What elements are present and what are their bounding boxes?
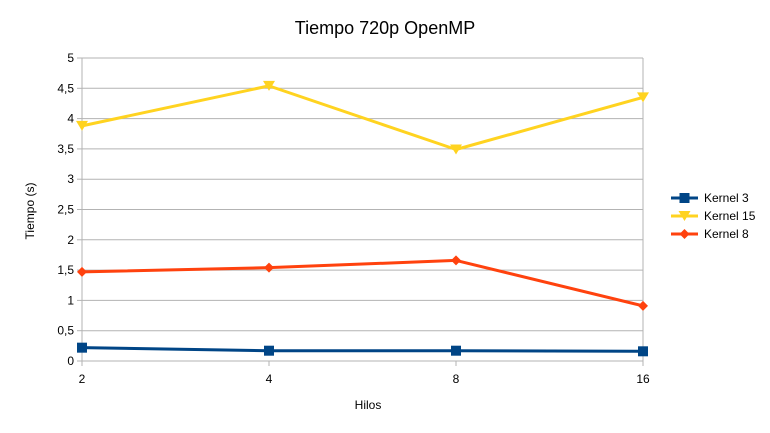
legend-label: Kernel 15 <box>704 209 756 223</box>
series-lines <box>76 80 649 357</box>
marker-diamond <box>264 262 274 273</box>
legend-label: Kernel 8 <box>704 227 749 241</box>
y-axis-label: Tiempo (s) <box>23 183 37 240</box>
gridlines <box>77 57 644 366</box>
marker-square <box>451 345 461 356</box>
x-tick-label: 2 <box>79 372 86 386</box>
y-tick-label: 3,5 <box>57 142 74 156</box>
marker-triangle <box>678 211 691 221</box>
x-axis-ticks: 2 4 8 16 <box>79 372 650 386</box>
marker-diamond <box>679 229 690 239</box>
y-tick-label: 4,5 <box>57 81 74 95</box>
series-line <box>81 84 644 152</box>
y-tick-label: 3 <box>67 172 74 186</box>
marker-square <box>77 342 87 353</box>
y-tick-label: 1,5 <box>57 263 74 277</box>
legend: Kernel 3 Kernel 15 Kernel 8 <box>671 191 756 241</box>
marker-diamond <box>638 300 648 311</box>
marker-square <box>679 193 690 203</box>
marker-triangle <box>76 120 88 131</box>
x-tick-label: 8 <box>453 372 460 386</box>
marker-diamond <box>451 255 461 266</box>
y-tick-label: 5 <box>67 51 74 65</box>
series-line <box>81 258 644 308</box>
marker-square <box>638 346 648 357</box>
y-tick-label: 0 <box>67 354 74 368</box>
marker-triangle <box>637 92 649 103</box>
y-tick-label: 2,5 <box>57 203 74 217</box>
series-line <box>81 346 644 353</box>
marker-triangle <box>450 144 462 155</box>
y-tick-label: 2 <box>67 233 74 247</box>
y-tick-label: 1 <box>67 293 74 307</box>
y-axis-ticks: 0 0,5 1 1,5 2 2,5 3 3,5 4 4,5 5 <box>57 51 74 368</box>
x-tick-label: 4 <box>266 372 273 386</box>
y-tick-label: 0,5 <box>57 324 74 338</box>
marker-diamond <box>77 266 87 277</box>
y-tick-label: 4 <box>67 112 74 126</box>
marker-square <box>264 345 274 356</box>
chart-title: Tiempo 720p OpenMP <box>295 18 475 38</box>
marker-triangle <box>263 80 275 91</box>
x-axis-label: Hilos <box>355 398 382 412</box>
x-tick-label: 16 <box>636 372 650 386</box>
legend-label: Kernel 3 <box>704 191 749 205</box>
